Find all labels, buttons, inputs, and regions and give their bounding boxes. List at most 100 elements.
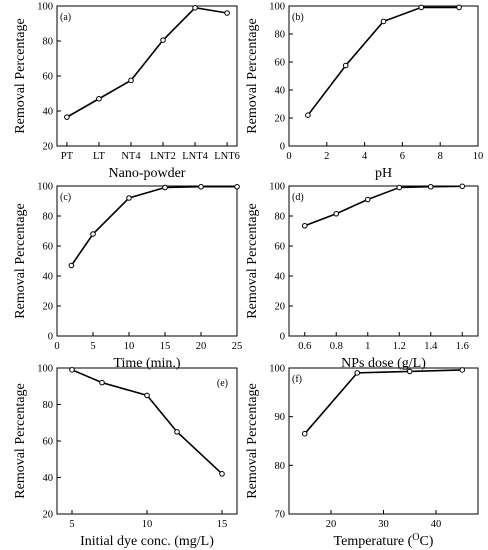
- x-tick-label: 20: [326, 519, 337, 530]
- plot-frame: [56, 185, 238, 337]
- x-tick-label: 2: [324, 151, 329, 162]
- y-tick-label: 100: [269, 2, 285, 13]
- y-axis-label: Removal Percentage: [13, 383, 28, 498]
- x-tick-label: LNT2: [150, 151, 176, 162]
- x-tick-label: 15: [160, 341, 171, 352]
- data-point: [396, 184, 403, 191]
- chart-panel-c: 0 20 40 60 80 100 0 5 10 15 20 25 (c) Time (min.) Remo…: [13, 182, 242, 372]
- x-axis-label: NPs dose (g/L): [341, 356, 426, 371]
- y-tick-label: 20: [275, 302, 286, 313]
- panel-label: (d): [292, 192, 304, 203]
- x-tick-label: 30: [378, 519, 389, 530]
- series-line: [71, 369, 223, 475]
- plot-frame: [56, 5, 238, 147]
- series-line: [70, 185, 237, 266]
- x-tick-label: LT: [93, 151, 105, 162]
- data-point: [380, 18, 387, 25]
- data-point: [198, 183, 204, 190]
- y-tick-label: 40: [275, 272, 286, 283]
- y-axis-label: Removal Percentage: [13, 203, 28, 318]
- y-tick-label: 60: [275, 58, 286, 69]
- plot-frame: [288, 367, 479, 515]
- x-tick-label: 0.8: [330, 341, 343, 352]
- x-axis-label: Nano-powder: [109, 166, 186, 181]
- x-axis-label-sup: O: [412, 532, 419, 543]
- y-tick-label: 20: [43, 510, 54, 521]
- y-tick-label: 40: [43, 107, 54, 118]
- data-point: [305, 112, 311, 118]
- y-axis-label: Removal Percentage: [13, 18, 28, 133]
- panel-label: (b): [292, 12, 304, 23]
- data-point: [144, 392, 150, 399]
- x-tick-label: 8: [438, 151, 443, 162]
- data-point: [126, 195, 132, 201]
- x-tick-label: 10: [142, 519, 153, 530]
- panel-label: (a): [60, 12, 71, 23]
- y-tick-label: 70: [275, 510, 286, 521]
- y-tick-label: 20: [275, 114, 286, 125]
- data-point: [427, 183, 434, 190]
- x-tick-label: 6: [400, 151, 405, 162]
- panel-label: (f): [292, 374, 302, 385]
- x-tick-label: 15: [217, 519, 228, 530]
- y-axis-label: Removal Percentage: [245, 383, 260, 498]
- data-point: [64, 114, 70, 120]
- x-axis-label: Time (min.): [113, 356, 180, 371]
- data-point: [224, 10, 230, 16]
- data-point: [406, 368, 413, 375]
- chart-panel-f: 70 80 90 100 20 30 40 (f) Temperature (OC) Remova…: [245, 364, 479, 549]
- x-tick-label: 1.6: [456, 341, 469, 352]
- x-axis-label: pH: [375, 166, 392, 181]
- y-tick-label: 80: [43, 212, 54, 223]
- plot-frame: [288, 5, 479, 147]
- y-tick-label: 100: [37, 182, 53, 193]
- y-tick-label: 90: [275, 412, 286, 423]
- y-axis-label: Removal Percentage: [245, 203, 260, 318]
- x-tick-label: 0.6: [298, 341, 311, 352]
- x-tick-label: 40: [431, 519, 442, 530]
- x-tick-label: 0: [54, 341, 59, 352]
- x-tick-label: 5: [69, 519, 74, 530]
- plot-frame: [288, 185, 479, 337]
- data-point: [342, 62, 349, 69]
- x-axis-label: Initial dye conc. (mg/L): [80, 534, 214, 549]
- y-tick-label: 20: [43, 302, 54, 313]
- y-tick-label: 60: [43, 72, 54, 83]
- data-point: [128, 77, 134, 84]
- data-point: [301, 222, 308, 229]
- data-point: [354, 370, 361, 376]
- series-line: [66, 6, 228, 118]
- data-point: [364, 196, 371, 203]
- data-point: [99, 379, 105, 386]
- y-tick-label: 100: [269, 364, 285, 375]
- x-tick-label: 5: [90, 341, 95, 352]
- y-tick-label: 20: [43, 142, 54, 153]
- y-axis-label: Removal Percentage: [245, 18, 260, 133]
- data-point: [68, 262, 75, 269]
- series-line: [304, 369, 463, 435]
- x-tick-label: 10: [124, 341, 135, 352]
- data-point: [69, 367, 75, 373]
- chart-panel-e: 20 40 60 80 100 5 10 15 (e) Initial dye conc. (mg…: [13, 364, 238, 549]
- y-tick-label: 100: [37, 2, 53, 13]
- y-tick-label: 80: [275, 461, 286, 472]
- y-tick-label: 60: [275, 242, 286, 253]
- data-point: [174, 429, 180, 435]
- x-tick-label: PT: [61, 151, 74, 162]
- x-tick-label: 0: [286, 151, 291, 162]
- chart-panel-a: 20 40 60 80 100 PT LT NT4 LNT2 LNT4 LNT6 (a) Nano-po…: [13, 2, 240, 182]
- data-point: [219, 471, 225, 477]
- x-tick-label: LNT4: [182, 151, 208, 162]
- data-point: [418, 4, 425, 11]
- series-line: [304, 185, 463, 227]
- y-tick-label: 0: [48, 332, 53, 343]
- y-tick-label: 80: [275, 30, 286, 41]
- data-point: [234, 183, 240, 190]
- x-tick-label: 20: [196, 341, 207, 352]
- data-point: [333, 210, 340, 217]
- y-tick-label: 60: [43, 437, 54, 448]
- y-tick-label: 80: [43, 400, 54, 411]
- data-point: [90, 231, 96, 237]
- data-point: [160, 37, 166, 43]
